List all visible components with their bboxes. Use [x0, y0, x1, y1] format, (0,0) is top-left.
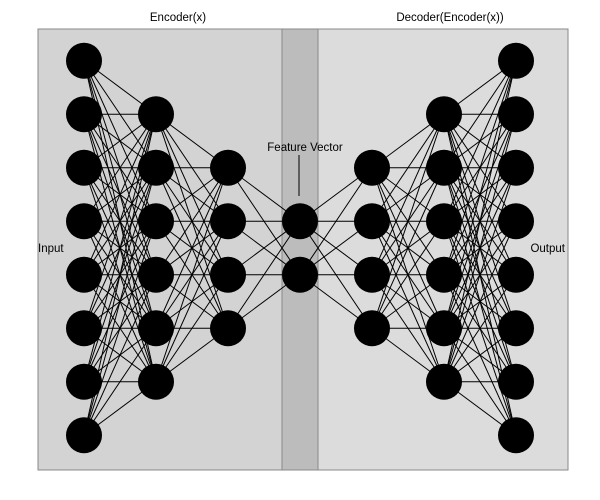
neuron-layer6-node4 [498, 256, 534, 293]
decoder-label: Decoder(Encoder(x)) [396, 12, 504, 24]
edge-l0n7-l1n4 [83, 327, 157, 436]
edge-l5n5-l6n2 [443, 167, 517, 382]
neuron-layer6-node3 [498, 203, 534, 240]
neuron-layer5-node5 [426, 363, 462, 400]
neuron-layer1-node3 [138, 256, 174, 293]
neuron-layer1-node0 [138, 96, 174, 133]
neuron-layer6-node6 [498, 363, 534, 400]
neuron-layer4-node3 [354, 310, 390, 347]
edge-l4n1-l5n0 [371, 113, 445, 222]
neuron-layer2-node0 [210, 149, 246, 186]
neuron-layer6-node2 [498, 149, 534, 186]
neuron-layer2-node1 [210, 203, 246, 240]
neuron-layer6-node5 [498, 310, 534, 347]
neuron-layer2-node2 [210, 256, 246, 293]
encoder-label: Encoder(x) [150, 12, 206, 24]
neuron-layer1-node2 [138, 203, 174, 240]
output-label: Output [530, 243, 565, 255]
neuron-layer1-node5 [138, 363, 174, 400]
edge-l1n5-l2n2 [155, 274, 229, 383]
edge-l3n1-l4n0 [299, 167, 373, 276]
edge-l2n3-l3n0 [227, 220, 301, 329]
neuron-layer0-node6 [66, 363, 102, 400]
edge-l1n5-l2n1 [155, 221, 229, 382]
neuron-layer0-node2 [66, 149, 102, 186]
neuron-nodes [66, 42, 534, 454]
edge-l4n3-l5n0 [371, 114, 445, 329]
edge-l5n5-l6n4 [443, 274, 517, 383]
neuron-layer0-node4 [66, 256, 102, 293]
edge-l1n5-l2n0 [155, 167, 229, 382]
neuron-layer5-node2 [426, 203, 462, 240]
feature-vector-label: Feature Vector [267, 142, 343, 154]
neuron-layer6-node7 [498, 417, 534, 454]
edge-l4n3-l5n2 [371, 220, 445, 329]
edge-l0n5-l1n0 [83, 114, 157, 329]
neuron-layer5-node1 [426, 149, 462, 186]
neuron-layer6-node1 [498, 96, 534, 133]
neuron-layer1-node1 [138, 149, 174, 186]
edge-l0n7-l1n2 [83, 221, 157, 436]
edge-l0n3-l1n0 [83, 113, 157, 222]
edge-l0n4-l1n0 [83, 114, 157, 275]
neuron-layer3-node1 [282, 256, 318, 293]
neuron-layer2-node3 [210, 310, 246, 347]
edge-l4n3-l5n1 [371, 167, 445, 329]
neuron-layer0-node1 [66, 96, 102, 133]
neuron-layer0-node7 [66, 417, 102, 454]
bottleneck-panel [281, 28, 319, 471]
edge-l0n7-l1n3 [83, 274, 157, 436]
neuron-layer4-node1 [354, 203, 390, 240]
neuron-layer1-node4 [138, 310, 174, 347]
input-label: Input [38, 243, 64, 255]
edge-l1n3-l2n0 [155, 167, 229, 276]
edge-l5n1-l6n0 [443, 60, 517, 169]
neuron-layer0-node0 [66, 42, 102, 79]
neuron-layer0-node5 [66, 310, 102, 347]
edge-l5n3-l6n0 [443, 60, 517, 275]
edge-l5n2-l6n0 [443, 60, 517, 222]
encoder-panel [37, 28, 283, 471]
edge-l1n4-l2n0 [155, 167, 229, 329]
neuron-layer4-node2 [354, 256, 390, 293]
neuron-layer3-node0 [282, 203, 318, 240]
neuron-layer4-node0 [354, 149, 390, 186]
neuron-layer6-node0 [498, 42, 534, 79]
edge-l4n2-l5n0 [371, 114, 445, 275]
neuron-layer5-node0 [426, 96, 462, 133]
neuron-layer5-node3 [426, 256, 462, 293]
neuron-layer5-node4 [426, 310, 462, 347]
edge-l5n5-l6n3 [443, 221, 517, 382]
neuron-layer0-node3 [66, 203, 102, 240]
